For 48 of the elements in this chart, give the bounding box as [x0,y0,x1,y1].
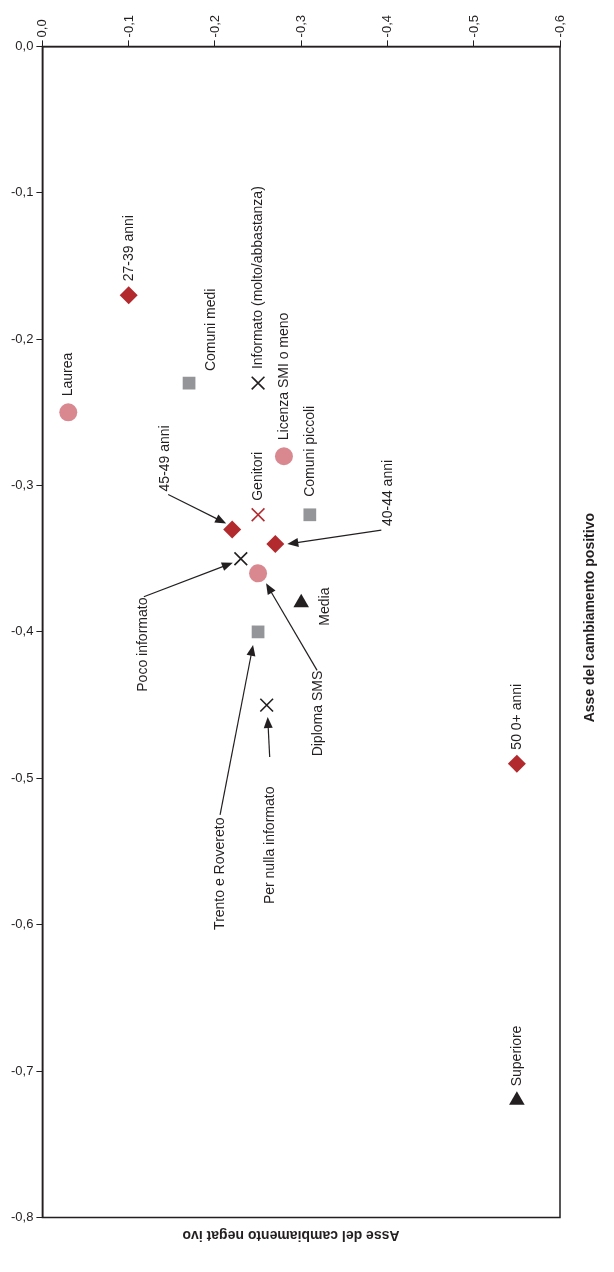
point [274,447,293,466]
annotation: Per nulla informato [260,786,277,905]
x-axis-title: Asse del cambiamento negat ivo [181,1228,401,1244]
annotation: 45-49 anni [156,425,173,492]
annotation: Media [316,587,333,626]
x-tick-label: -0,2 [206,14,222,38]
annotation: 40-44 anni [379,459,396,527]
annotation: Comuni medi [201,288,218,372]
point [223,520,242,539]
y-tick-label: -0,8 [10,1208,34,1224]
point [259,697,274,713]
point [509,1091,525,1105]
y-tick-label: -0,2 [10,330,34,346]
point [250,375,266,391]
point [303,508,317,522]
annotation: 27-39 anni [119,215,136,282]
x-tick-label: -0,3 [293,14,309,38]
annotation: Poco informato [133,597,150,692]
annotation: Laurea [59,352,76,397]
x-tick-label: -0,1 [120,14,136,38]
x-tick-label: 0,0 [34,19,50,38]
annotation: 50 0+ anni [507,683,524,750]
point [233,551,248,566]
point [293,593,309,608]
point [119,286,138,305]
annotation: Trento e Rovereto [210,817,227,930]
point [250,507,266,522]
point [507,754,526,773]
annotation: Informato (molto/abbastanza) [248,186,265,370]
y-tick-label: -0,7 [10,1062,34,1078]
y-tick-label: -0,5 [10,769,34,785]
y-tick-label: 0,0 [15,37,34,53]
annotation: Genitori [248,451,265,501]
y-tick-label: -0,6 [10,916,34,932]
x-tick-label: -0,4 [379,14,395,38]
point [59,403,78,422]
y-tick-label: -0,4 [10,623,34,639]
y-tick-label: -0,3 [10,477,34,493]
y-tick-label: -0,1 [10,184,34,200]
x-tick-label: -0,6 [551,14,567,38]
point [266,535,285,554]
y-axis-title: Asse del cambiamento positivo [581,513,597,723]
annotation: Superiore [507,1025,524,1087]
x-tick-label: -0,5 [465,14,481,38]
annotation: Comuni piccoli [300,405,317,497]
point [249,564,268,583]
annotation: Licenza SMI o meno [274,312,291,441]
annotation: Diploma SMS [308,670,325,757]
